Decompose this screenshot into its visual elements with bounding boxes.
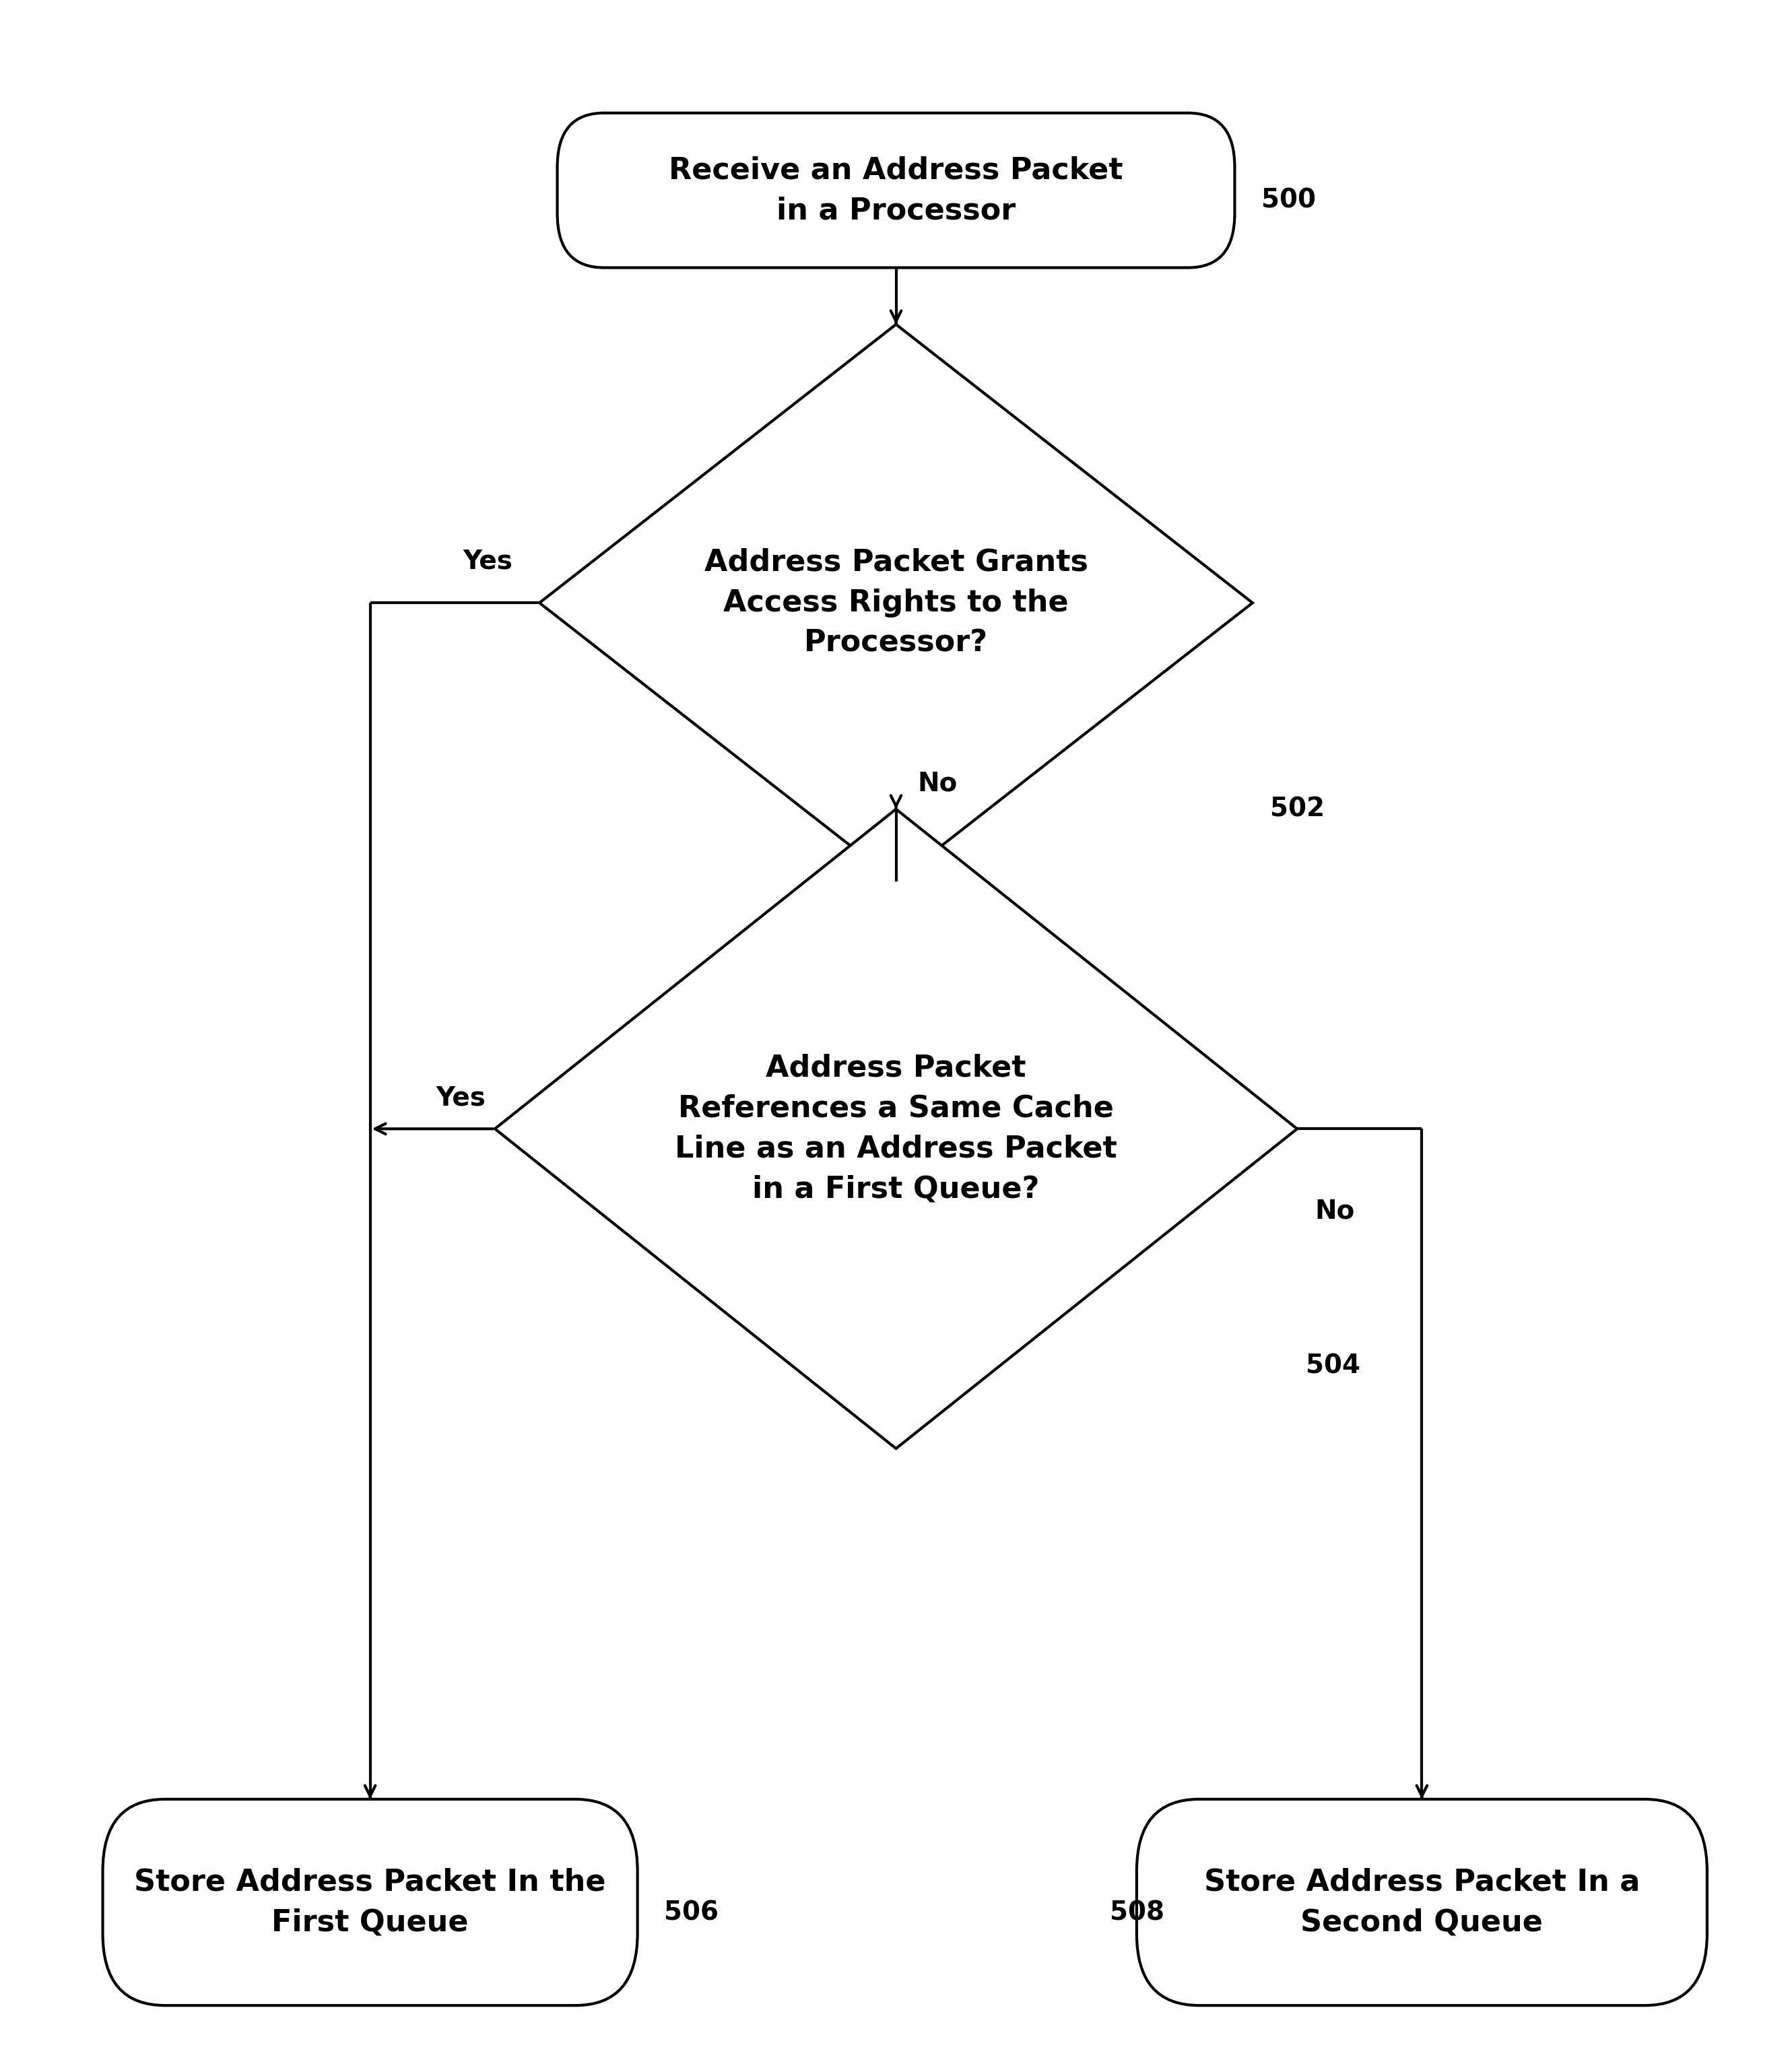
Text: Address Packet Grants
Access Rights to the
Processor?: Address Packet Grants Access Rights to t… bbox=[704, 547, 1088, 657]
Polygon shape bbox=[539, 325, 1253, 881]
FancyBboxPatch shape bbox=[102, 1798, 638, 2006]
Polygon shape bbox=[495, 808, 1297, 1448]
Text: 502: 502 bbox=[1271, 796, 1324, 823]
Text: Store Address Packet In the
First Queue: Store Address Packet In the First Queue bbox=[134, 1867, 606, 1937]
Text: No: No bbox=[1315, 1198, 1355, 1225]
Text: Yes: Yes bbox=[462, 549, 513, 574]
Text: 504: 504 bbox=[1306, 1353, 1360, 1378]
Text: Address Packet
References a Same Cache
Line as an Address Packet
in a First Queu: Address Packet References a Same Cache L… bbox=[676, 1055, 1116, 1204]
FancyBboxPatch shape bbox=[557, 114, 1235, 267]
FancyBboxPatch shape bbox=[1136, 1798, 1708, 2006]
Text: 506: 506 bbox=[665, 1900, 719, 1925]
Text: No: No bbox=[918, 771, 957, 796]
Text: 508: 508 bbox=[1109, 1900, 1165, 1925]
Text: Receive an Address Packet
in a Processor: Receive an Address Packet in a Processor bbox=[668, 155, 1124, 226]
Text: Store Address Packet In a
Second Queue: Store Address Packet In a Second Queue bbox=[1204, 1867, 1640, 1937]
Text: Yes: Yes bbox=[435, 1086, 486, 1111]
Text: 500: 500 bbox=[1262, 189, 1315, 213]
